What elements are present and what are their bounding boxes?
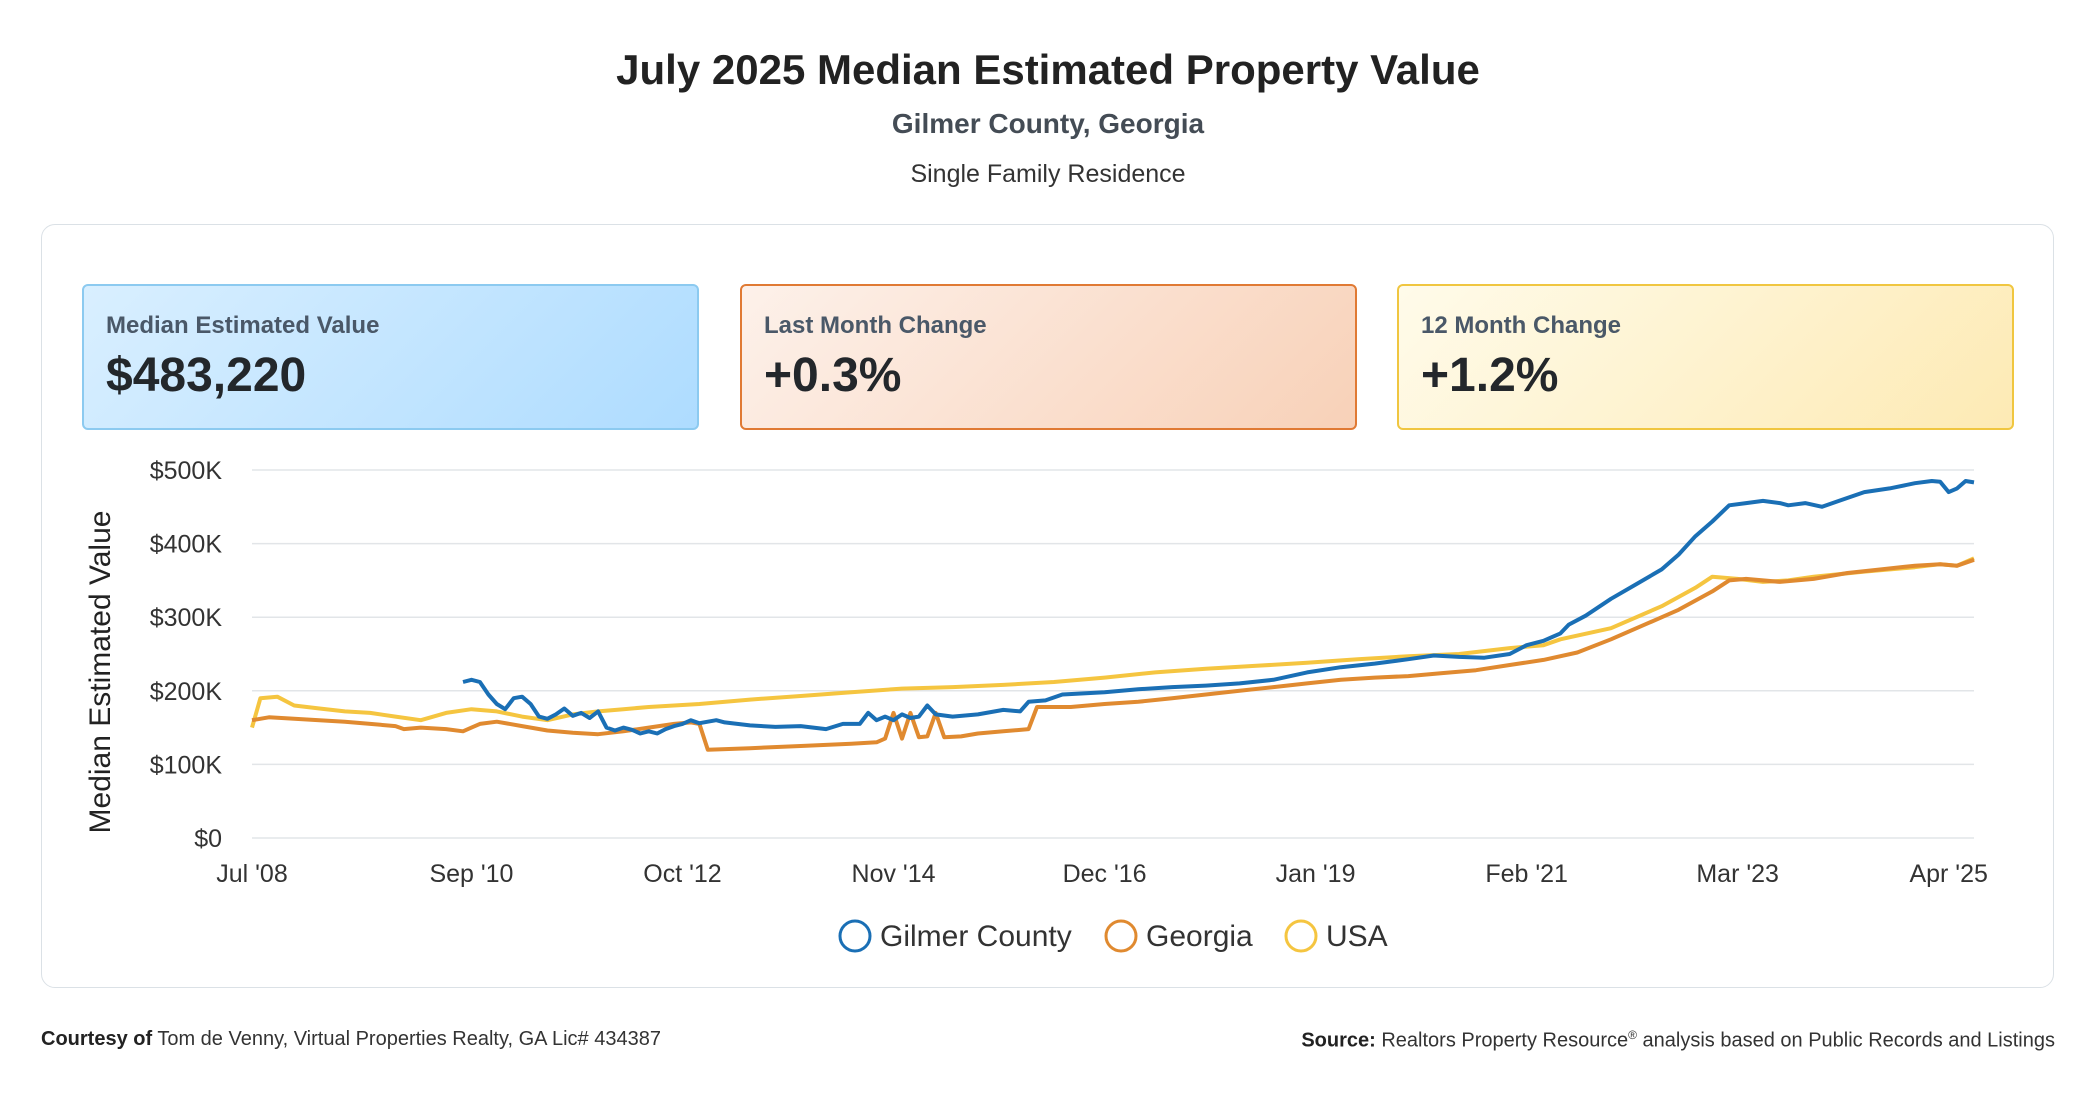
legend-item-gilmer-county[interactable]: Gilmer County: [838, 919, 1072, 953]
courtesy-footer: Courtesy of Tom de Venny, Virtual Proper…: [41, 1028, 661, 1051]
series-line-gilmer-county: [462, 479, 1975, 736]
page-title: July 2025 Median Estimated Property Valu…: [616, 46, 1480, 93]
series-line-usa: [250, 556, 1975, 729]
property-type: Single Family Residence: [910, 160, 1186, 188]
x-tick-label: Feb '21: [1485, 860, 1568, 888]
card-label: 12 Month Change: [1421, 312, 1622, 339]
y-tick-label: $100K: [150, 751, 223, 779]
x-axis-ticks: Jul '08 Sep '10 Oct '12 Nov '14 Dec '16 Jan '…: [216, 860, 1988, 888]
card-value: $483,220: [106, 349, 307, 402]
x-tick-label: Apr '25: [1909, 860, 1987, 888]
legend: Gilmer County Georgia USA: [838, 919, 1388, 953]
y-axis-ticks: $0 $100K $200K $300K $400K $500K: [150, 457, 223, 853]
grid-lines: [252, 469, 1974, 839]
source-text: Realtors Property Resource: [1381, 1029, 1629, 1052]
x-tick-label: Jul '08: [216, 860, 287, 888]
x-tick-label: Sep '10: [429, 860, 513, 888]
legend-label: USA: [1326, 920, 1388, 953]
courtesy-text: Tom de Venny, Virtual Properties Realty,…: [157, 1028, 661, 1050]
legend-label: Gilmer County: [880, 920, 1072, 953]
x-tick-label: Nov '14: [852, 860, 936, 888]
median-value-card: Median Estimated Value $483,220: [82, 284, 699, 430]
location-subtitle: Gilmer County, Georgia: [891, 108, 1205, 139]
line-chart: $0 $100K $200K $300K $400K $500K Jul '08 Sep '…: [84, 457, 1988, 953]
legend-item-usa[interactable]: USA: [1284, 919, 1388, 953]
source-label: Source:: [1301, 1029, 1376, 1052]
legend-item-georgia[interactable]: Georgia: [1104, 919, 1253, 953]
x-tick-label: Dec '16: [1063, 860, 1147, 888]
card-value: +1.2%: [1421, 349, 1559, 402]
legend-marker: [838, 919, 872, 953]
card-value: +0.3%: [764, 349, 902, 402]
series-lines: [250, 479, 1975, 752]
card-label: Last Month Change: [764, 312, 987, 339]
y-tick-label: $400K: [150, 531, 223, 559]
x-tick-label: Jan '19: [1276, 860, 1356, 888]
series-line-georgia: [251, 557, 1975, 752]
y-tick-label: $200K: [150, 678, 223, 706]
y-tick-label: $500K: [150, 457, 223, 485]
last-month-change-card: Last Month Change +0.3%: [740, 284, 1357, 430]
y-axis-label: Median Estimated Value: [84, 511, 117, 834]
y-tick-label: $0: [194, 825, 222, 853]
legend-marker: [1104, 919, 1138, 953]
twelve-month-change-card: 12 Month Change +1.2%: [1397, 284, 2014, 430]
registered-mark: ®: [1628, 1028, 1637, 1042]
x-tick-label: Oct '12: [643, 860, 721, 888]
x-tick-label: Mar '23: [1696, 860, 1779, 888]
y-tick-label: $300K: [150, 604, 223, 632]
legend-label: Georgia: [1146, 920, 1253, 953]
source-footer: Source: Realtors Property Resource® anal…: [1301, 1028, 2055, 1053]
card-label: Median Estimated Value: [106, 312, 380, 339]
source-text-tail: analysis based on Public Records and Lis…: [1636, 1029, 2055, 1052]
courtesy-label: Courtesy of: [41, 1028, 153, 1050]
legend-marker: [1284, 919, 1318, 953]
